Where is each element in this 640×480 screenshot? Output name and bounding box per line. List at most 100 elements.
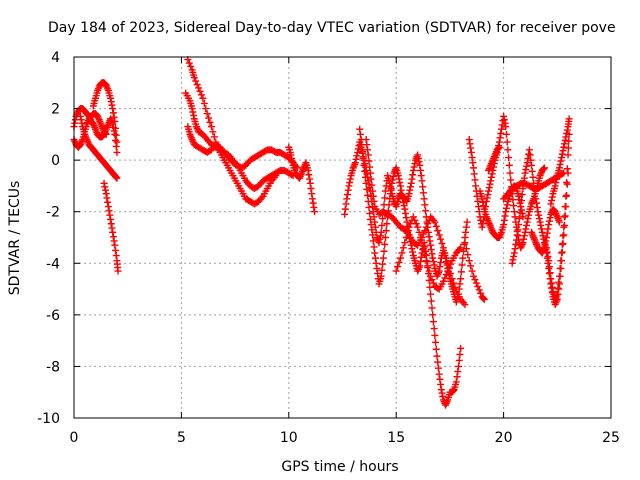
data-point — [406, 186, 414, 194]
data-point — [548, 283, 556, 291]
y-axis-label: SDTVAR / TECUs — [7, 181, 23, 296]
data-point — [543, 229, 551, 237]
data-point — [545, 263, 553, 271]
data-point — [520, 179, 528, 187]
data-point — [379, 215, 387, 223]
data-point — [484, 191, 492, 199]
data-point — [394, 172, 402, 180]
data-point — [422, 257, 430, 265]
data-point — [475, 286, 483, 294]
data-point — [185, 59, 193, 67]
data-point — [519, 239, 527, 247]
data-point — [383, 220, 391, 228]
data-point — [453, 373, 461, 381]
data-point — [362, 136, 370, 144]
data-point — [350, 162, 358, 170]
data-point — [419, 189, 427, 197]
data-point — [381, 240, 389, 248]
data-point — [359, 154, 367, 162]
data-point — [111, 117, 119, 125]
data-point — [467, 262, 475, 270]
data-point — [108, 101, 116, 109]
data-point — [429, 311, 437, 319]
data-point — [525, 146, 533, 154]
data-point — [545, 217, 553, 225]
data-point — [418, 177, 426, 185]
data-point — [371, 223, 379, 231]
data-point — [523, 218, 531, 226]
data-point — [341, 210, 349, 218]
data-point — [361, 167, 369, 175]
data-point — [409, 171, 417, 179]
data-point — [518, 191, 526, 199]
data-point — [522, 225, 530, 233]
data-point — [436, 375, 444, 383]
data-point — [457, 344, 465, 352]
data-point — [385, 201, 393, 209]
data-point — [560, 213, 568, 221]
data-point — [288, 154, 296, 162]
data-point — [480, 202, 488, 210]
data-point — [434, 358, 442, 366]
data-point — [370, 243, 378, 251]
data-point — [510, 249, 518, 257]
y-tick-label: -2 — [46, 205, 60, 221]
x-tick-label: 10 — [280, 430, 298, 446]
data-point — [467, 144, 475, 152]
data-point — [407, 183, 415, 191]
data-point — [206, 118, 214, 126]
data-point — [452, 378, 460, 386]
data-point — [485, 184, 493, 192]
data-point — [78, 119, 86, 127]
data-point — [563, 191, 571, 199]
data-point — [514, 232, 522, 240]
data-point — [365, 203, 373, 211]
data-point — [388, 179, 396, 187]
data-point — [538, 228, 546, 236]
data-point — [470, 272, 478, 280]
data-point — [503, 138, 511, 146]
data-point — [558, 150, 566, 158]
data-point — [437, 235, 445, 243]
data-point — [528, 161, 536, 169]
data-point — [544, 252, 552, 260]
y-tick-label: -8 — [46, 359, 60, 375]
data-point — [435, 267, 443, 275]
data-point — [416, 262, 424, 270]
data-point — [437, 258, 445, 266]
data-point — [437, 386, 445, 394]
data-point — [426, 283, 434, 291]
data-point — [432, 222, 440, 230]
data-point — [479, 198, 487, 206]
data-point — [389, 172, 397, 180]
data-point — [482, 197, 490, 205]
data-point — [432, 345, 440, 353]
data-point — [341, 205, 349, 213]
data-point — [367, 175, 375, 183]
data-point — [189, 108, 197, 116]
data-point — [342, 200, 350, 208]
data-point — [433, 352, 441, 360]
data-point — [505, 154, 513, 162]
data-point — [409, 166, 417, 174]
data-point — [530, 179, 538, 187]
data-point — [376, 232, 384, 240]
data-point — [501, 212, 509, 220]
data-point — [398, 249, 406, 257]
data-point — [552, 178, 560, 186]
data-point — [511, 213, 519, 221]
data-point — [187, 62, 195, 70]
data-point — [427, 241, 435, 249]
data-point — [381, 187, 389, 195]
data-point — [546, 214, 554, 222]
data-point — [502, 130, 510, 138]
data-point — [112, 173, 120, 181]
data-point — [530, 185, 538, 193]
data-point — [417, 253, 425, 261]
data-point — [529, 173, 537, 181]
data-point — [538, 225, 546, 233]
data-point — [500, 116, 508, 124]
data-point — [366, 215, 374, 223]
data-point — [488, 170, 496, 178]
data-point — [435, 370, 443, 378]
